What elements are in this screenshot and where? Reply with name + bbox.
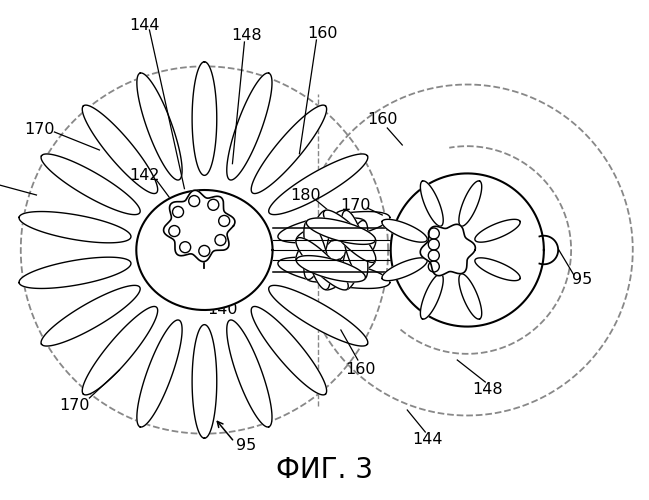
Polygon shape <box>475 258 520 280</box>
Polygon shape <box>41 154 140 214</box>
Polygon shape <box>306 218 376 244</box>
Polygon shape <box>296 238 349 290</box>
Polygon shape <box>306 256 376 282</box>
Polygon shape <box>164 190 235 262</box>
Text: 142: 142 <box>462 248 493 262</box>
Polygon shape <box>304 210 330 280</box>
Text: 170: 170 <box>59 398 90 412</box>
Polygon shape <box>459 181 482 226</box>
Polygon shape <box>323 238 376 290</box>
Polygon shape <box>192 324 217 438</box>
Polygon shape <box>41 286 140 346</box>
Polygon shape <box>251 105 326 194</box>
Polygon shape <box>421 274 443 319</box>
Text: 148: 148 <box>231 28 262 42</box>
Text: 170: 170 <box>24 122 55 138</box>
Polygon shape <box>82 306 158 395</box>
Text: 142: 142 <box>129 168 160 182</box>
Polygon shape <box>137 73 182 180</box>
Polygon shape <box>269 154 368 214</box>
Polygon shape <box>251 306 326 395</box>
Polygon shape <box>227 73 272 180</box>
Polygon shape <box>459 274 482 319</box>
Text: 148: 148 <box>472 382 502 398</box>
Text: 95: 95 <box>236 438 256 452</box>
Text: 160: 160 <box>346 362 376 378</box>
Text: 144: 144 <box>412 432 443 448</box>
Text: 140: 140 <box>472 198 502 212</box>
Polygon shape <box>296 210 349 262</box>
Polygon shape <box>341 210 368 280</box>
Polygon shape <box>391 174 544 326</box>
Polygon shape <box>304 220 330 290</box>
Polygon shape <box>192 62 217 176</box>
Polygon shape <box>382 220 427 242</box>
Polygon shape <box>475 220 520 242</box>
Polygon shape <box>227 320 272 427</box>
Text: 170: 170 <box>340 198 371 212</box>
Polygon shape <box>382 258 427 280</box>
Polygon shape <box>421 181 443 226</box>
Polygon shape <box>296 218 365 244</box>
Polygon shape <box>19 257 131 288</box>
Text: 140: 140 <box>207 302 238 318</box>
Polygon shape <box>137 320 182 427</box>
Text: 180: 180 <box>291 188 321 202</box>
Polygon shape <box>278 257 390 288</box>
Text: 95: 95 <box>572 272 592 287</box>
Text: 160: 160 <box>307 26 337 40</box>
Polygon shape <box>421 224 475 276</box>
Text: ФИГ. 3: ФИГ. 3 <box>276 456 373 484</box>
Polygon shape <box>136 190 273 310</box>
Text: 160: 160 <box>367 112 398 128</box>
Polygon shape <box>296 256 365 282</box>
Polygon shape <box>269 286 368 346</box>
Polygon shape <box>341 220 368 290</box>
Polygon shape <box>323 210 376 262</box>
Polygon shape <box>278 212 390 243</box>
Polygon shape <box>82 105 158 194</box>
Polygon shape <box>19 212 131 243</box>
Text: 144: 144 <box>129 18 160 32</box>
